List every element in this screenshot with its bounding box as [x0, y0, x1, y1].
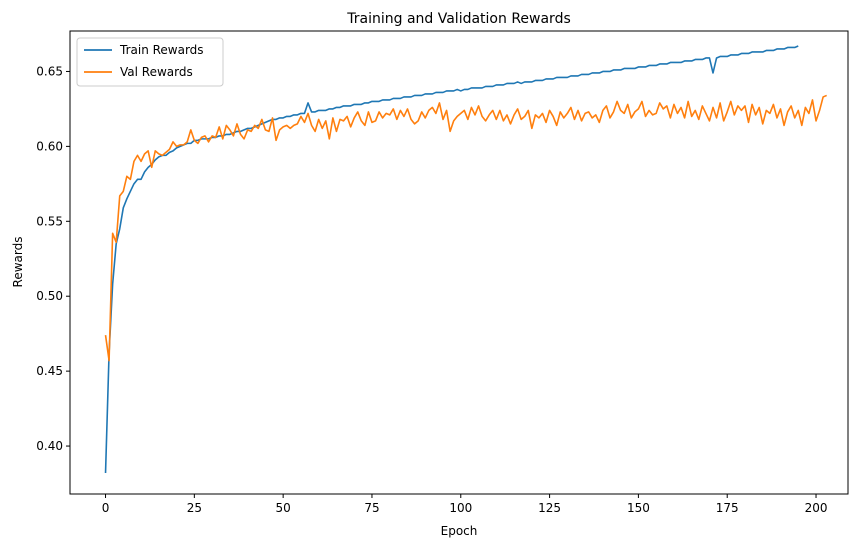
y-tick-label: 0.45 — [36, 364, 63, 378]
y-axis-label: Rewards — [11, 237, 25, 288]
y-tick-label: 0.50 — [36, 289, 63, 303]
x-tick-label: 100 — [449, 501, 472, 515]
legend-box — [76, 37, 224, 87]
x-tick-label: 175 — [716, 501, 739, 515]
x-axis-label: Epoch — [441, 524, 478, 538]
x-tick-label: 75 — [364, 501, 379, 515]
y-tick-label: 0.60 — [36, 139, 63, 153]
x-tick-label: 50 — [276, 501, 291, 515]
chart-title: Training and Validation Rewards — [346, 11, 571, 27]
y-axis: 0.40 0.45 0.50 0.55 0.60 0.65 — [36, 64, 70, 453]
legend-label-val: Val Rewards — [120, 65, 193, 79]
x-tick-label: 150 — [627, 501, 650, 515]
x-tick-label: 200 — [805, 501, 828, 515]
x-axis: 0 25 50 75 100 125 150 175 200 — [102, 494, 828, 515]
plot-lines — [104, 45, 827, 474]
y-tick-label: 0.55 — [36, 214, 63, 228]
series-line-train-rewards — [104, 45, 799, 474]
series-line-val-rewards — [104, 94, 827, 362]
x-tick-label: 25 — [187, 501, 202, 515]
y-tick-label: 0.65 — [36, 64, 63, 78]
legend-label-train: Train Rewards — [119, 43, 204, 57]
legend: Train Rewards Val Rewards — [76, 37, 224, 87]
y-tick-label: 0.40 — [36, 439, 63, 453]
x-tick-label: 0 — [102, 501, 110, 515]
x-tick-label: 125 — [538, 501, 561, 515]
plot-frame — [69, 30, 849, 495]
